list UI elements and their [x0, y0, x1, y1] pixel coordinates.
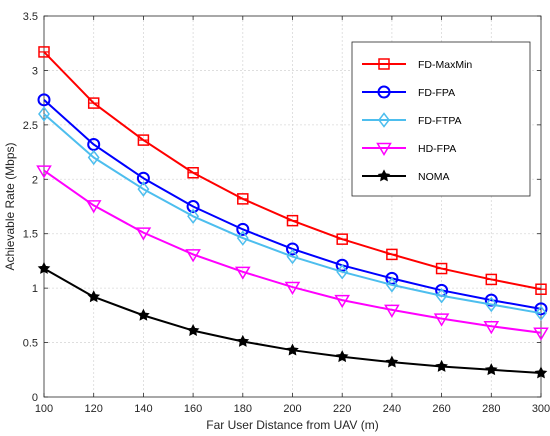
y-tick-label: 3: [32, 65, 38, 77]
data-point: [484, 363, 498, 376]
data-point: [236, 334, 250, 347]
legend-marker: [377, 169, 391, 182]
legend-entry: FD-FTPA: [362, 112, 462, 128]
data-point: [336, 264, 349, 280]
y-tick-label: 1.5: [23, 229, 38, 241]
data-point: [286, 214, 299, 227]
legend-label: NOMA: [418, 171, 450, 183]
data-point: [38, 106, 50, 122]
data-point: [485, 273, 498, 286]
data-point: [386, 248, 398, 261]
data-point: [336, 233, 348, 245]
x-tick-label: 100: [35, 403, 53, 415]
data-point: [286, 343, 299, 356]
data-point: [385, 355, 399, 368]
data-point: [484, 293, 498, 307]
legend-marker: [376, 142, 392, 156]
data-point: [237, 193, 249, 205]
legend-marker: [378, 112, 390, 128]
data-point: [433, 313, 450, 327]
legend-label: FD-MaxMin: [418, 59, 472, 71]
x-tick-label: 240: [383, 403, 401, 415]
data-point: [385, 277, 398, 293]
data-point: [483, 320, 500, 335]
data-point: [284, 281, 301, 296]
axis-ticks: 100 120 140 160 180 200 220 240 260 280 300 0 0.5 1 1.…: [23, 11, 550, 415]
data-point: [137, 134, 150, 146]
x-tick-label: 300: [532, 403, 550, 415]
data-point: [534, 302, 548, 316]
data-point: [137, 181, 150, 197]
data-point: [137, 308, 150, 321]
data-point: [435, 262, 448, 275]
data-point: [535, 283, 547, 295]
data-point: [87, 97, 100, 109]
legend-entry: FD-MaxMin: [362, 58, 472, 71]
series-line: [43, 169, 542, 334]
series-hd-fpa: [36, 165, 549, 341]
data-point: [186, 200, 200, 213]
series-line: [43, 113, 542, 315]
legend-entry: HD-FPA: [362, 142, 456, 156]
x-tick-label: 200: [283, 403, 301, 415]
data-point: [485, 296, 498, 313]
data-point: [535, 305, 547, 321]
data-point: [87, 149, 100, 166]
series-fd-maxmin: [38, 46, 547, 295]
data-point: [187, 208, 200, 225]
y-tick-label: 2: [32, 174, 38, 186]
legend-entry: FD-FPA: [362, 85, 455, 99]
data-point: [87, 290, 101, 303]
data-point: [334, 294, 351, 309]
x-axis-label: Far User Distance from UAV (m): [206, 418, 378, 432]
data-point: [236, 230, 249, 246]
data-point: [135, 227, 152, 241]
data-point: [37, 93, 51, 107]
x-tick-label: 260: [432, 403, 450, 415]
legend-marker: [377, 85, 391, 99]
data-point: [185, 249, 201, 263]
x-tick-label: 220: [333, 403, 351, 415]
legend-label: HD-FPA: [418, 143, 456, 155]
legend-entry: NOMA: [362, 169, 450, 183]
data-point: [38, 46, 50, 58]
legend-label: FD-FPA: [418, 87, 455, 99]
series-layer: [36, 46, 549, 379]
x-tick-label: 180: [234, 403, 252, 415]
y-tick-label: 2.5: [23, 120, 38, 132]
data-point: [186, 323, 200, 336]
legend-marker: [378, 58, 390, 70]
data-point: [435, 359, 448, 372]
data-point: [236, 222, 250, 236]
legend: FD-MaxMin FD-FPA FD-FTPA HD-FPA NOMA: [351, 41, 531, 197]
y-tick-label: 3.5: [23, 11, 38, 23]
data-point: [534, 366, 548, 379]
data-point: [286, 248, 299, 265]
x-tick-label: 280: [482, 403, 500, 415]
x-tick-label: 140: [134, 403, 152, 415]
data-point: [234, 266, 251, 280]
data-point: [384, 304, 400, 318]
data-point: [36, 165, 52, 179]
y-tick-label: 0: [32, 392, 38, 404]
data-point: [85, 200, 102, 214]
x-tick-label: 160: [184, 403, 202, 415]
x-tick-label: 120: [85, 403, 103, 415]
series-fd-ftpa: [38, 106, 547, 321]
y-axis-label: Achievable Rate (Mbps): [3, 142, 17, 270]
data-point: [533, 327, 549, 341]
data-point: [335, 350, 349, 363]
y-tick-label: 1: [32, 283, 38, 295]
data-point: [385, 271, 399, 285]
data-point: [286, 242, 299, 256]
series-noma: [37, 261, 548, 379]
legend-label: FD-FTPA: [418, 115, 462, 127]
y-tick-label: 0.5: [23, 338, 38, 350]
data-point: [435, 288, 448, 304]
data-point: [187, 167, 199, 179]
data-point: [37, 261, 51, 274]
